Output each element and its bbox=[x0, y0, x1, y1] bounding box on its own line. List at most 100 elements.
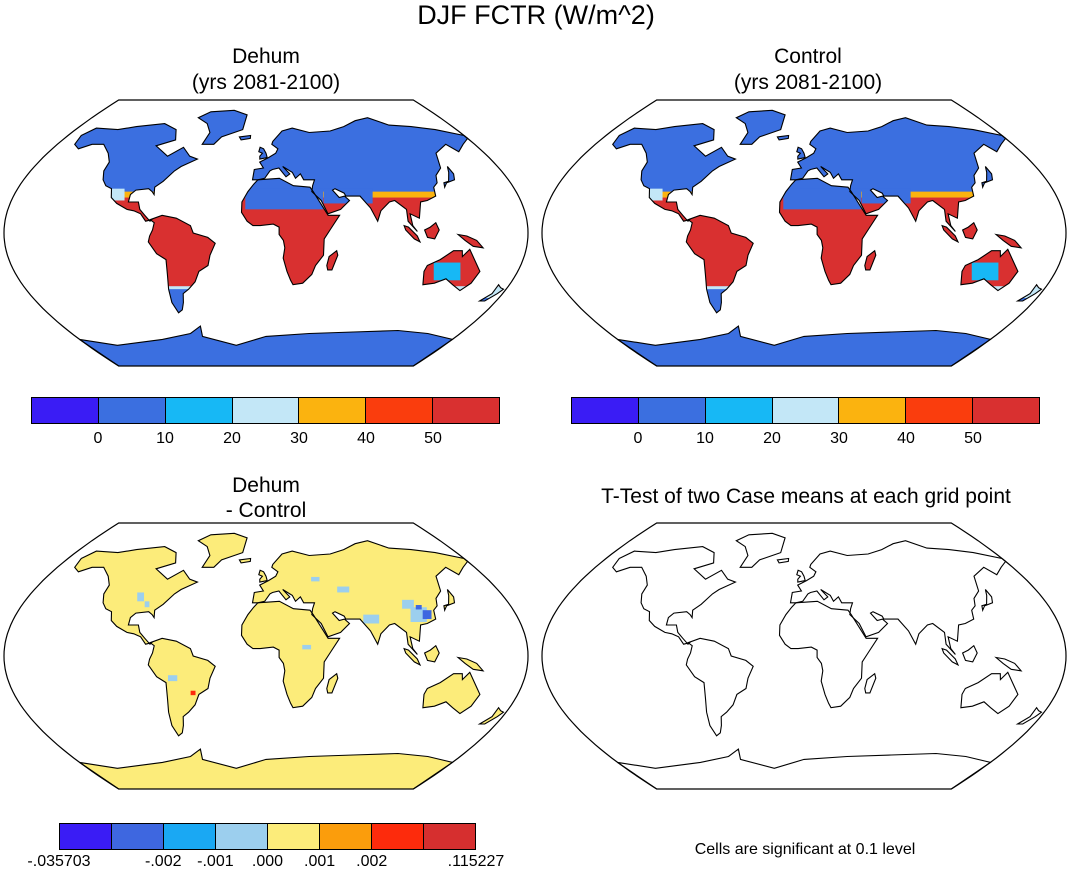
fill-australia-interior bbox=[433, 262, 461, 281]
coastline-iceland bbox=[238, 557, 252, 564]
map-boundary bbox=[541, 522, 1067, 790]
coastline-samerica bbox=[147, 214, 216, 314]
colorbar-tick-label: 0 bbox=[633, 430, 643, 447]
colorbar-swatch bbox=[433, 398, 500, 423]
fill-band-subtropic-s bbox=[74, 286, 504, 299]
colorbar-control-labels: 0 10 20 30 40 50 bbox=[0, 430, 1072, 450]
colorbar-swatch bbox=[705, 398, 773, 423]
figure-title: DJF FCTR (W/m^2) bbox=[417, 0, 655, 30]
map-ttest bbox=[541, 522, 1067, 790]
coastline-borneo bbox=[423, 644, 440, 663]
coastline-nz bbox=[477, 283, 505, 302]
colorbar-tick-label: 40 bbox=[897, 430, 915, 447]
land-fill bbox=[74, 533, 504, 789]
coastline-uk bbox=[796, 569, 806, 583]
coastline-australia bbox=[422, 671, 481, 715]
colorbar-swatch bbox=[424, 824, 475, 849]
colorbar-tick-label: .115227 bbox=[447, 853, 505, 870]
colorbar-dehum bbox=[31, 397, 500, 424]
fill-diff-negative bbox=[415, 605, 422, 610]
fill-desert-sahara bbox=[783, 188, 862, 210]
coastline-greenland bbox=[197, 109, 248, 145]
coastline-australia bbox=[422, 248, 481, 292]
panel-subtitle-control: (yrs 2081-2100) bbox=[733, 71, 883, 94]
colorbar-tick-label: 10 bbox=[156, 430, 174, 447]
colorbar-swatch bbox=[572, 398, 639, 423]
map-diff bbox=[3, 522, 529, 790]
coastline-japan bbox=[981, 589, 994, 613]
colorbar-swatch bbox=[165, 398, 233, 423]
coastline-sumatra bbox=[403, 647, 422, 667]
coastline-borneo bbox=[423, 221, 440, 240]
colorbar-tick-label: 30 bbox=[830, 430, 848, 447]
fill-diff-patch bbox=[137, 592, 145, 602]
coastline-iceland bbox=[776, 557, 790, 564]
colorbar-tick-label: 0 bbox=[93, 430, 103, 447]
map-boundary bbox=[3, 522, 529, 790]
panel-subtitle-diff: - Control bbox=[225, 499, 307, 522]
colorbar-swatch bbox=[320, 824, 372, 849]
colorbar-swatch bbox=[973, 398, 1040, 423]
colorbar-swatch bbox=[299, 398, 367, 423]
colorbar-swatch bbox=[98, 398, 166, 423]
fill-band-subtropic-s bbox=[612, 286, 1042, 299]
coastline-africa bbox=[778, 600, 879, 709]
fill-band-cold bbox=[612, 110, 1042, 366]
colorbar-diff-labels: -.035703 -.002 -.001 .000 .001 .002 .115227 bbox=[0, 853, 1072, 873]
panel-title-ttest: T-Test of two Case means at each grid po… bbox=[601, 485, 1011, 508]
coastline-uk bbox=[796, 146, 806, 160]
coastline-nz bbox=[477, 706, 505, 725]
coastline-greenland bbox=[735, 532, 786, 568]
fill-diff-positive bbox=[190, 690, 196, 696]
coastline-japan bbox=[443, 589, 456, 613]
colorbar-swatch bbox=[164, 824, 216, 849]
coastline-sumatra bbox=[941, 647, 960, 667]
colorbar-tick-label: 20 bbox=[223, 430, 241, 447]
colorbar-tick-label: .002 bbox=[356, 853, 388, 870]
coastline-greenland bbox=[197, 532, 248, 568]
colorbar-swatch bbox=[366, 398, 434, 423]
coastline-eurasia bbox=[251, 117, 469, 232]
map-dehum bbox=[3, 99, 529, 367]
colorbar-swatch bbox=[906, 398, 974, 423]
coastline-namerica bbox=[74, 123, 199, 222]
fill-mexico-transition bbox=[103, 188, 125, 201]
panel-title-dehum: Dehum bbox=[232, 45, 300, 68]
fill-diff-negative bbox=[422, 610, 432, 620]
coastline-nz bbox=[1015, 706, 1043, 725]
coastline-sumatra bbox=[403, 224, 422, 244]
land-fill bbox=[74, 110, 504, 366]
coastline-australia bbox=[960, 671, 1019, 715]
colorbar-tick-label: .001 bbox=[304, 853, 336, 870]
coastline-africa bbox=[240, 177, 341, 286]
coastline-uk bbox=[258, 146, 268, 160]
fill-diff-patch bbox=[402, 599, 414, 609]
coastline-eurasia bbox=[789, 540, 1007, 655]
coastline-namerica bbox=[612, 546, 737, 645]
colorbar-tick-label: 40 bbox=[357, 430, 375, 447]
panel-subtitle-dehum: (yrs 2081-2100) bbox=[191, 71, 341, 94]
coastline-africa bbox=[240, 600, 341, 709]
coastline-eurasia bbox=[789, 117, 1007, 232]
colorbar-swatch bbox=[60, 824, 112, 849]
coastline-namerica bbox=[74, 546, 199, 645]
colorbar-tick-label: -.035703 bbox=[27, 853, 91, 870]
colorbar-swatch bbox=[32, 398, 99, 423]
coastline-namerica bbox=[612, 123, 737, 222]
panel-title-diff: Dehum bbox=[232, 474, 300, 497]
colorbar-tick-label: 50 bbox=[964, 430, 982, 447]
colorbar-swatch bbox=[216, 824, 268, 849]
colorbar-swatch bbox=[112, 824, 164, 849]
coastline-newguinea bbox=[456, 656, 485, 672]
fill-diff-patch bbox=[302, 644, 312, 650]
colorbar-tick-label: 30 bbox=[290, 430, 308, 447]
map-control bbox=[541, 99, 1067, 367]
colorbar-swatch bbox=[232, 398, 300, 423]
coastline-sumatra bbox=[941, 224, 960, 244]
significance-footnote: Cells are significant at 0.1 level bbox=[694, 841, 916, 858]
fill-diff-patch bbox=[363, 614, 380, 624]
coastline-africa bbox=[778, 177, 879, 286]
colorbar-tick-label: 50 bbox=[424, 430, 442, 447]
coastline-madagascar bbox=[864, 249, 877, 271]
coastline-samerica bbox=[685, 214, 754, 314]
